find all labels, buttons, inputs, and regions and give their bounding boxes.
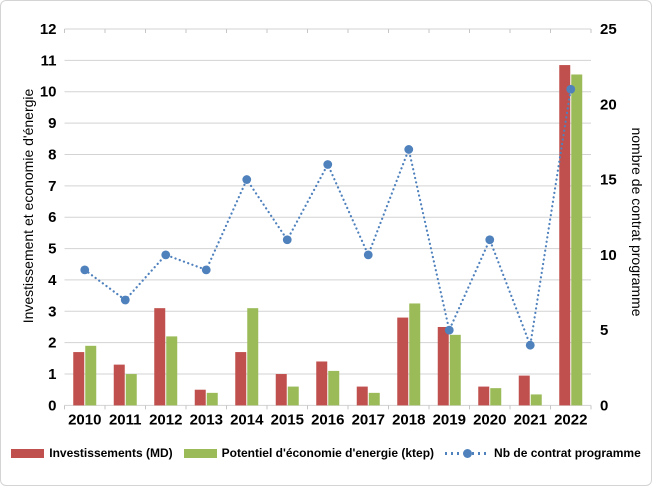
bar-2011 (125, 374, 137, 406)
axis-tick-marks (64, 29, 592, 410)
legend-label-contrats: Nb de contrat programme (494, 446, 641, 460)
bar-2016 (328, 370, 340, 406)
bar-2015 (275, 374, 287, 406)
left-axis-title: Investissement et economie d'énergie (20, 88, 36, 324)
line-point-2020 (485, 235, 495, 245)
bar-2021 (518, 375, 530, 406)
line-point-2017 (363, 250, 373, 260)
bar-series-0 (73, 65, 571, 406)
line-point-2018 (404, 145, 414, 154)
bar-2013 (206, 392, 218, 406)
bar-2015 (287, 386, 299, 406)
bar-2011 (113, 364, 125, 406)
x-axis-label-2021: 2021 (514, 411, 547, 428)
line-point-2011 (120, 295, 130, 305)
bar-2020 (478, 386, 490, 406)
left-axis-tick-4: 4 (48, 272, 57, 289)
left-axis-tick-8: 8 (48, 146, 56, 163)
line-series (80, 84, 576, 350)
right-axis-tick-15: 15 (600, 172, 617, 189)
bar-2018 (397, 317, 409, 406)
right-axis-tick-25: 25 (600, 21, 617, 38)
bar-2021 (530, 394, 542, 406)
x-axis-label-2016: 2016 (311, 411, 344, 428)
x-axis-label-2019: 2019 (433, 411, 466, 428)
left-axis-tick-9: 9 (48, 115, 56, 132)
left-axis-tick-0: 0 (48, 397, 56, 414)
bar-2014 (235, 352, 247, 406)
bar-2022 (559, 65, 571, 406)
line-point-2013 (201, 265, 211, 275)
line-point-2015 (282, 235, 292, 245)
line-point-2012 (161, 250, 171, 260)
bar-2010 (73, 352, 85, 406)
bar-2022 (571, 74, 583, 406)
legend-item-potentiel: Potentiel d'économie d'energie (ktep) (183, 446, 435, 460)
bar-2012 (166, 336, 178, 406)
legend-label-potentiel: Potentiel d'économie d'energie (ktep) (221, 446, 435, 460)
x-axis-label-2015: 2015 (271, 411, 304, 428)
left-axis-tick-11: 11 (41, 52, 57, 69)
right-axis-tick-5: 5 (600, 322, 608, 339)
line-point-2010 (80, 265, 90, 275)
bar-2010 (85, 345, 97, 406)
right-axis-title: nombre de contrat programme (629, 127, 645, 317)
legend-item-contrats: Nb de contrat programme (445, 446, 641, 460)
bar-2019 (449, 334, 461, 406)
bar-2014 (247, 308, 259, 406)
bar-2019 (437, 326, 449, 406)
bar-series-1 (85, 74, 583, 406)
line-point-2016 (323, 160, 333, 169)
left-axis-tick-3: 3 (48, 303, 56, 320)
left-axis-tick-12: 12 (40, 21, 57, 38)
x-axis-label-2018: 2018 (392, 411, 425, 428)
bar-2016 (316, 361, 328, 406)
legend-swatch-investissements-icon (11, 448, 45, 458)
line-point-2022 (566, 84, 576, 94)
left-axis-tick-1: 1 (48, 366, 56, 383)
left-axis-tick-2: 2 (48, 335, 56, 352)
gridlines (64, 28, 591, 406)
x-axis-label-2010: 2010 (68, 411, 101, 428)
line-point-2019 (444, 325, 454, 335)
bar-2020 (490, 388, 502, 406)
bar-2017 (368, 392, 380, 406)
bar-2013 (194, 389, 206, 406)
x-axis-label-2017: 2017 (352, 411, 385, 428)
left-axis-tick-5: 5 (48, 241, 56, 258)
right-axis-tick-20: 20 (600, 96, 617, 113)
x-axis-label-2011: 2011 (109, 411, 142, 428)
right-axis-tick-0: 0 (600, 397, 608, 414)
x-axis-label-2022: 2022 (554, 411, 587, 428)
bar-2012 (154, 308, 166, 406)
left-axis-tick-10: 10 (40, 84, 57, 101)
left-axis-tick-7: 7 (48, 178, 56, 195)
bar-2017 (356, 386, 368, 406)
x-axis-label-2014: 2014 (230, 411, 264, 428)
right-axis-tick-10: 10 (600, 247, 617, 264)
chart-legend: Investissements (MD) Potentiel d'économi… (1, 446, 651, 460)
left-axis-tick-6: 6 (48, 209, 56, 226)
legend-label-investissements: Investissements (MD) (49, 446, 173, 460)
line-point-2014 (242, 175, 252, 184)
x-axis-label-2020: 2020 (473, 411, 506, 428)
x-axis-label-2013: 2013 (190, 411, 223, 428)
legend-dotted-line-marker-icon (445, 448, 490, 458)
bar-2018 (409, 303, 421, 406)
line-point-2021 (525, 340, 535, 350)
legend-swatch-potentiel-icon (183, 448, 217, 458)
legend-item-investissements: Investissements (MD) (11, 446, 173, 460)
x-axis-label-2012: 2012 (149, 411, 182, 428)
